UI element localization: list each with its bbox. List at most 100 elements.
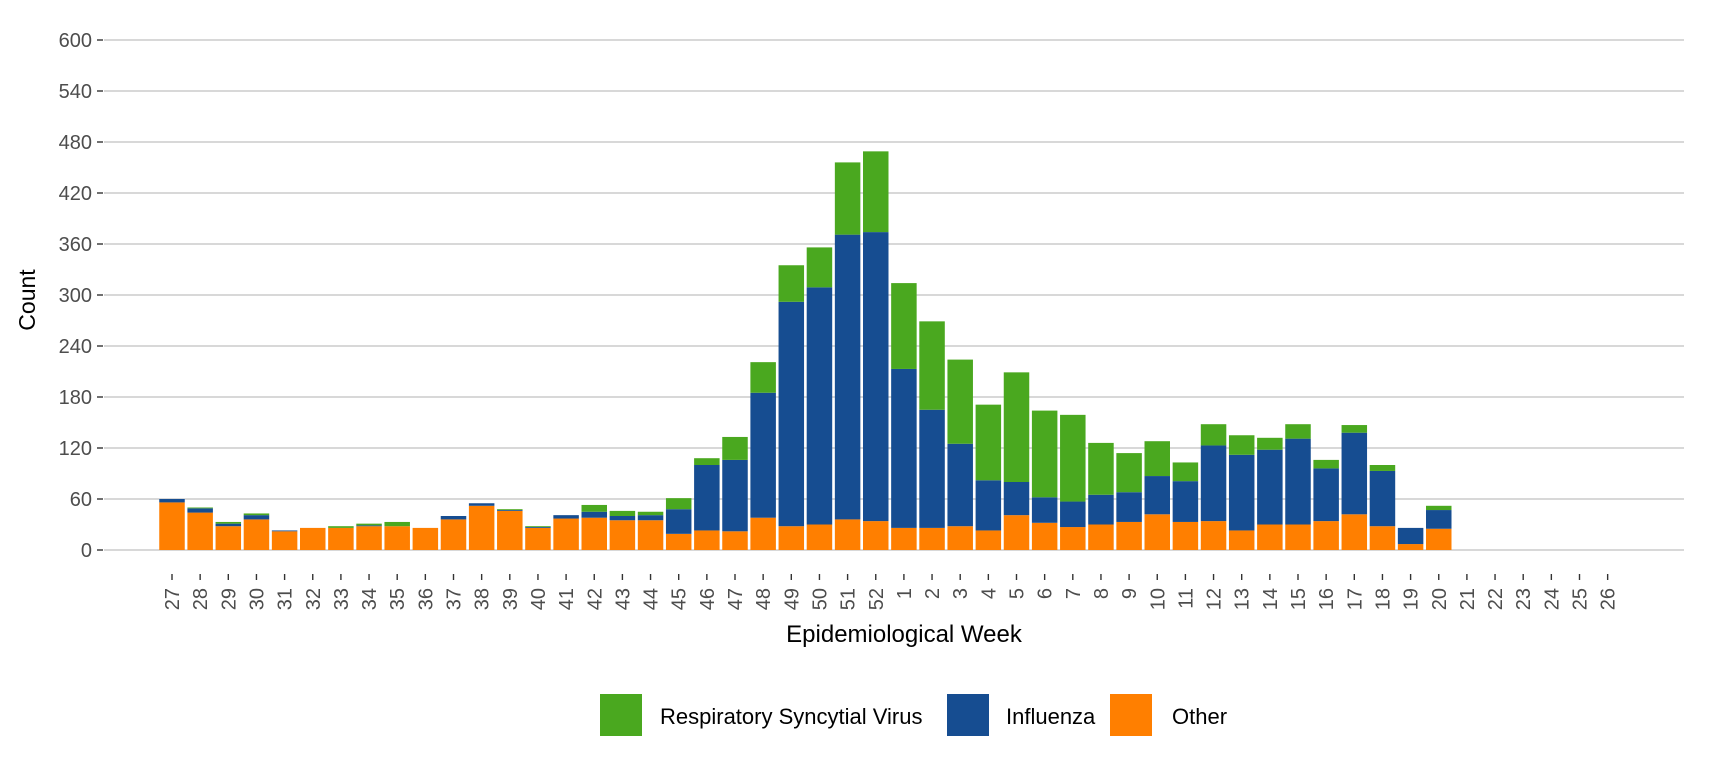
bar-segment [863, 232, 889, 522]
bar-segment [187, 508, 213, 513]
bar-segment [384, 526, 410, 550]
bar-segment [1172, 521, 1199, 550]
bar-segment [497, 510, 523, 550]
legend-label: Influenza [1006, 704, 1096, 729]
bar-segment [609, 520, 636, 550]
bar-segment [1060, 414, 1086, 502]
bar-segment [1369, 470, 1396, 527]
bar-segment [356, 526, 382, 550]
x-tick-label: 19 [1401, 588, 1423, 610]
x-tick-label: 34 [359, 588, 381, 610]
y-tick-label: 360 [59, 234, 92, 256]
bar-segment [187, 507, 213, 509]
x-tick-label: 44 [641, 588, 663, 610]
y-tick-label: 180 [59, 387, 92, 409]
x-tick-label: 16 [1316, 588, 1338, 610]
bar-segment [159, 499, 185, 503]
bar-segment [1003, 515, 1030, 550]
bar-segment [778, 526, 805, 550]
bar-segment [525, 526, 551, 528]
bar-segment [1257, 449, 1283, 525]
bar-segment [215, 523, 242, 527]
x-tick-label: 12 [1204, 588, 1226, 610]
bar-segment [947, 526, 973, 550]
x-tick-label: 33 [331, 588, 353, 610]
x-tick-label: 32 [303, 588, 325, 610]
bar-segment [919, 527, 945, 550]
bar-segment [1313, 459, 1339, 469]
legend-label: Respiratory Syncytial Virus [660, 704, 922, 729]
x-tick-label: 13 [1232, 588, 1254, 610]
bar-segment [665, 533, 692, 550]
x-tick-label: 11 [1175, 588, 1197, 609]
bar-segment [891, 368, 917, 528]
x-axis: 27 28 29 30 31 32 33 34 35 36 37 38 39 40 41 42 43 44 45 46… [162, 574, 1620, 610]
x-tick-label: 36 [415, 588, 437, 610]
x-tick-label: 29 [218, 588, 240, 610]
bar-segment [440, 519, 467, 550]
bar-segment [1397, 527, 1424, 545]
x-tick-label: 47 [725, 588, 747, 610]
bar-segment [1116, 453, 1142, 493]
bar-segment [243, 519, 270, 550]
x-tick-label: 17 [1344, 588, 1366, 610]
bar-segment [1426, 505, 1452, 511]
bar-segment [1313, 521, 1339, 550]
bar-segment [1313, 468, 1339, 522]
bar-segment [1031, 522, 1058, 550]
bar-segment [1369, 465, 1396, 471]
bar-segment [1426, 510, 1452, 529]
x-tick-label: 6 [1035, 588, 1057, 599]
y-tick-label: 60 [70, 489, 92, 511]
bar-segment [609, 516, 636, 521]
bar-segment [1200, 424, 1227, 446]
bars [159, 151, 1452, 550]
x-tick-label: 4 [978, 588, 1000, 599]
x-tick-label: 28 [190, 588, 212, 610]
bar-segment [581, 517, 607, 550]
bar-segment [1116, 492, 1142, 522]
x-tick-label: 42 [584, 588, 606, 610]
bar-segment [778, 301, 805, 527]
bar-segment [694, 458, 720, 465]
bar-segment [328, 526, 354, 528]
legend: Respiratory Syncytial Virus Influenza Othe… [600, 694, 1227, 736]
x-tick-label: 10 [1147, 588, 1169, 610]
x-tick-label: 41 [556, 588, 578, 610]
bar-segment [722, 531, 748, 550]
x-tick-label: 3 [950, 588, 972, 599]
x-tick-label: 2 [922, 588, 944, 599]
bar-segment [412, 527, 439, 550]
bar-segment [1031, 497, 1058, 523]
bar-segment [243, 513, 270, 516]
bar-segment [1228, 435, 1255, 455]
x-tick-label: 5 [1007, 588, 1029, 599]
x-tick-label: 22 [1485, 588, 1507, 610]
bar-segment [947, 359, 973, 444]
bar-segment [609, 510, 636, 516]
bar-segment [1341, 425, 1368, 433]
bar-segment [1397, 544, 1424, 550]
x-tick-label: 46 [697, 588, 719, 610]
x-tick-label: 49 [781, 588, 803, 610]
bar-segment [834, 162, 861, 235]
bar-segment [665, 509, 692, 534]
bar-segment [215, 521, 242, 524]
y-tick-label: 120 [59, 438, 92, 460]
y-tick-label: 540 [59, 81, 92, 103]
x-tick-label: 7 [1063, 588, 1085, 599]
x-tick-label: 45 [669, 588, 691, 610]
bar-segment [1257, 524, 1283, 550]
bar-segment [468, 503, 495, 506]
bar-segment [637, 520, 664, 550]
bar-segment [1003, 372, 1030, 482]
y-tick-label: 480 [59, 132, 92, 154]
bar-segment [215, 526, 242, 550]
bar-segment [1285, 424, 1311, 439]
bar-segment [1088, 494, 1114, 525]
legend-swatch [1110, 694, 1152, 736]
bar-segment [1144, 441, 1170, 477]
bar-segment [1341, 432, 1368, 515]
bar-segment [637, 515, 664, 521]
legend-swatch [947, 694, 989, 736]
